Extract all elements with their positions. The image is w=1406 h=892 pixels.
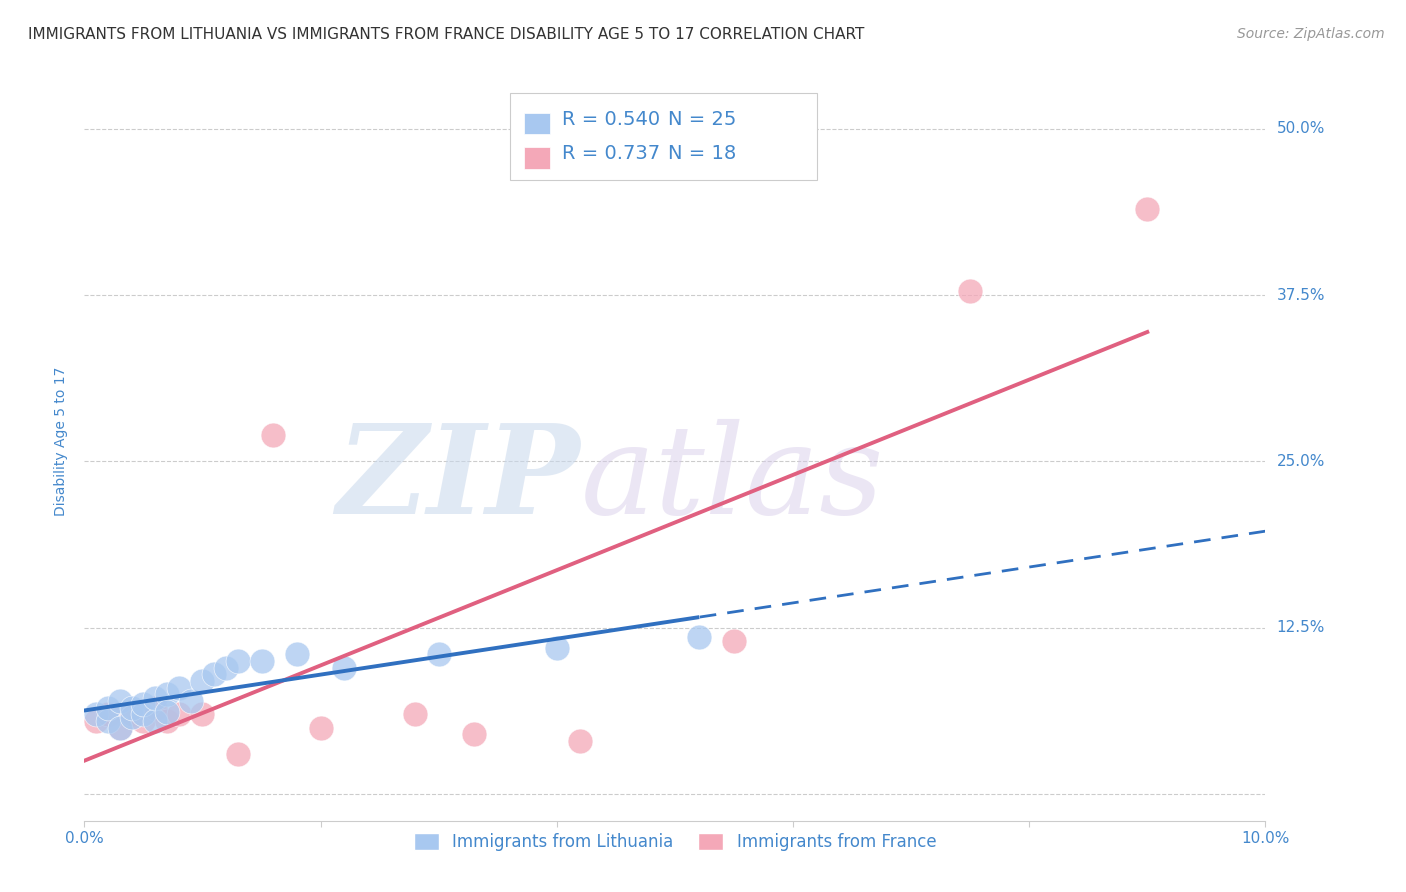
Point <box>121 707 143 722</box>
Point <box>97 714 120 728</box>
Point <box>262 428 284 442</box>
Point <box>167 707 190 722</box>
Point <box>143 691 166 706</box>
Point <box>156 705 179 719</box>
Text: R = 0.737: R = 0.737 <box>561 144 659 163</box>
Point <box>1136 202 1159 216</box>
FancyBboxPatch shape <box>509 93 817 180</box>
Point <box>132 714 155 728</box>
Point <box>226 654 249 668</box>
Point <box>959 284 981 298</box>
Point <box>427 648 450 662</box>
Point <box>132 697 155 711</box>
Point <box>688 630 710 644</box>
FancyBboxPatch shape <box>523 147 550 169</box>
Text: 12.5%: 12.5% <box>1277 620 1324 635</box>
Text: atlas: atlas <box>581 418 884 541</box>
Point <box>546 640 568 655</box>
Point <box>191 673 214 688</box>
Point <box>333 661 356 675</box>
Text: ZIP: ZIP <box>336 418 581 541</box>
Point <box>285 648 308 662</box>
Point <box>84 714 107 728</box>
Text: R = 0.540: R = 0.540 <box>561 110 659 128</box>
Point <box>215 661 238 675</box>
Point <box>404 707 426 722</box>
Text: 37.5%: 37.5% <box>1277 288 1324 302</box>
Point <box>84 707 107 722</box>
Point <box>180 694 202 708</box>
Point <box>156 714 179 728</box>
Text: 50.0%: 50.0% <box>1277 121 1324 136</box>
Point <box>463 727 485 741</box>
Text: 25.0%: 25.0% <box>1277 454 1324 469</box>
Point <box>108 721 131 735</box>
Text: N = 25: N = 25 <box>668 110 737 128</box>
Point <box>569 734 592 748</box>
Y-axis label: Disability Age 5 to 17: Disability Age 5 to 17 <box>55 367 69 516</box>
Point <box>108 721 131 735</box>
Text: N = 18: N = 18 <box>668 144 737 163</box>
Point <box>132 707 155 722</box>
Point <box>97 700 120 714</box>
Point <box>143 700 166 714</box>
Point <box>143 714 166 728</box>
Point <box>723 634 745 648</box>
Text: Source: ZipAtlas.com: Source: ZipAtlas.com <box>1237 27 1385 41</box>
Point <box>156 687 179 701</box>
Point <box>97 707 120 722</box>
Point <box>121 700 143 714</box>
Text: IMMIGRANTS FROM LITHUANIA VS IMMIGRANTS FROM FRANCE DISABILITY AGE 5 TO 17 CORRE: IMMIGRANTS FROM LITHUANIA VS IMMIGRANTS … <box>28 27 865 42</box>
Point <box>121 710 143 724</box>
Point <box>226 747 249 761</box>
Point <box>309 721 332 735</box>
Legend: Immigrants from Lithuania, Immigrants from France: Immigrants from Lithuania, Immigrants fr… <box>406 826 943 858</box>
Point <box>250 654 273 668</box>
Point <box>191 707 214 722</box>
FancyBboxPatch shape <box>523 113 550 135</box>
Point <box>108 694 131 708</box>
Point <box>202 667 225 681</box>
Point <box>167 681 190 695</box>
